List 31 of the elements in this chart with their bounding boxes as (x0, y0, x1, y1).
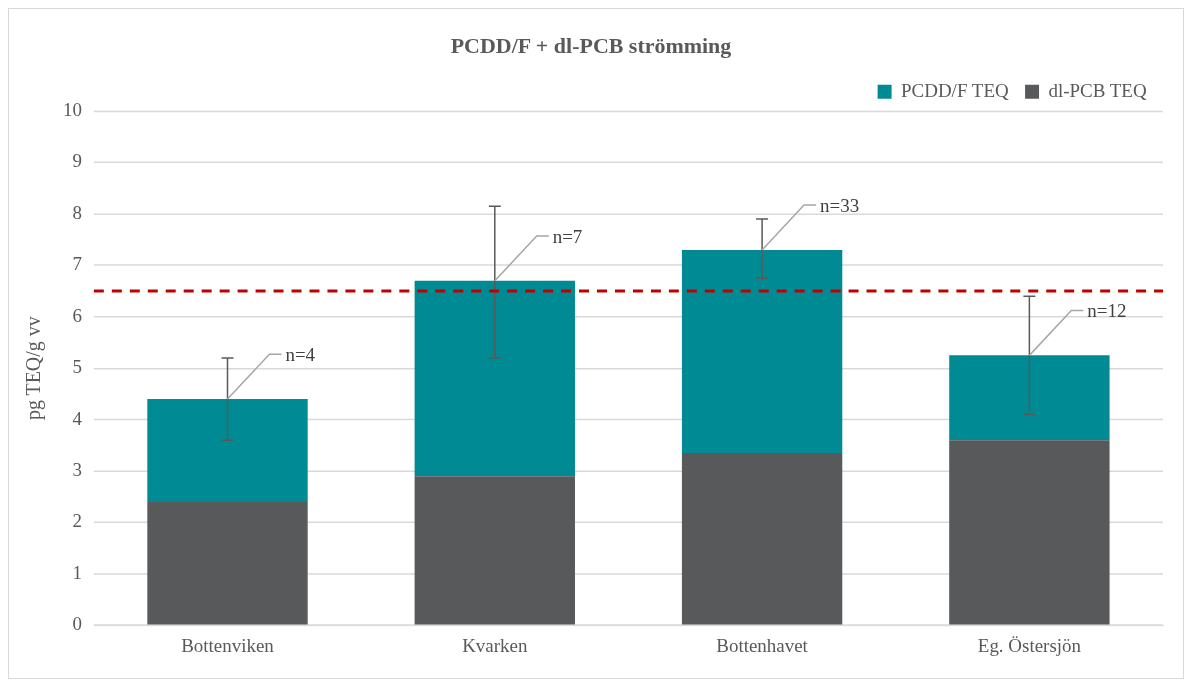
x-tick-label: Bottenhavet (716, 634, 809, 656)
bar (414, 280, 575, 477)
y-tick-label: 1 (72, 561, 82, 583)
y-tick-label: 2 (72, 510, 82, 532)
bar (949, 355, 1110, 441)
y-tick-label: 4 (72, 407, 83, 429)
y-tick-label: 0 (72, 613, 82, 635)
x-tick-label: Kvarken (462, 634, 528, 656)
annotation: n=4 (285, 344, 316, 366)
y-tick-label: 3 (72, 459, 82, 481)
chart-title: PCDD/F + dl-PCB strömming (450, 32, 732, 58)
bar (147, 399, 308, 502)
bar (681, 453, 843, 625)
annotation: n=33 (819, 195, 860, 217)
y-tick-label: 8 (72, 201, 82, 223)
legend-label: dl-PCB TEQ (1048, 79, 1147, 101)
bar (681, 249, 843, 454)
y-tick-label: 5 (72, 356, 82, 378)
bar (949, 440, 1110, 625)
bar (147, 501, 308, 625)
x-tick-label: Bottenviken (181, 634, 275, 656)
annotation: n=12 (1087, 300, 1127, 322)
y-axis-title: pg TEQ/g vv (22, 316, 46, 421)
y-tick-label: 7 (72, 253, 82, 275)
y-tick-label: 6 (72, 304, 82, 326)
x-tick-label: Eg. Östersjön (977, 634, 1082, 656)
y-tick-label: 9 (72, 150, 82, 172)
bar (414, 476, 575, 625)
y-tick-label: 10 (62, 99, 82, 121)
legend-label: PCDD/F TEQ (901, 79, 1009, 101)
annotation: n=7 (552, 225, 583, 247)
